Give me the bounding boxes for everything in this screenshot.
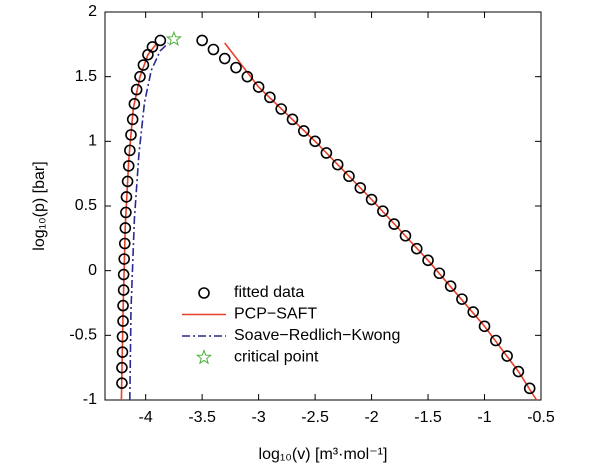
- data-point: [354, 182, 367, 194]
- data-point: [117, 268, 130, 281]
- data-point: [122, 160, 135, 172]
- data-point: [128, 98, 141, 110]
- y-axis-label: log₁₀(p) [bar]: [31, 161, 48, 250]
- data-point: [121, 175, 134, 188]
- y-tick-label: 1.5: [75, 68, 97, 85]
- plot-frame: [104, 11, 542, 401]
- x-tick-label: -3.5: [188, 409, 216, 426]
- legend-marker: [198, 287, 210, 299]
- data-point: [433, 267, 446, 280]
- data-point: [116, 330, 129, 343]
- x-axis-label: log₁₀(v) [m³·mol⁻¹]: [259, 446, 388, 463]
- legend-label: fitted data: [234, 284, 304, 301]
- data-point: [252, 81, 265, 93]
- data-point: [146, 41, 159, 53]
- data-point: [134, 70, 146, 83]
- data-point: [467, 306, 480, 318]
- data-point: [490, 334, 502, 347]
- legend-label: Soave−Redlich−Kwong: [234, 327, 400, 344]
- data-point: [124, 144, 136, 157]
- data-point: [377, 205, 389, 217]
- data-point: [320, 147, 333, 159]
- data-point: [456, 293, 468, 305]
- legend-marker: [195, 349, 213, 365]
- series-line: [129, 42, 169, 401]
- data-point: [116, 377, 128, 389]
- data-point: [196, 34, 208, 47]
- data-point: [523, 382, 536, 395]
- data-point: [230, 61, 242, 74]
- data-point: [125, 129, 137, 141]
- data-point: [117, 299, 129, 312]
- data-point: [399, 229, 412, 242]
- data-point: [410, 242, 423, 255]
- data-point: [116, 361, 128, 374]
- data-point: [137, 59, 150, 71]
- data-point: [365, 193, 378, 206]
- x-tick-label: -0.5: [527, 409, 555, 426]
- data-point: [120, 191, 133, 203]
- data-point: [118, 253, 131, 265]
- y-tick-label: 2: [88, 3, 97, 20]
- y-tick-label: -0.5: [69, 327, 97, 344]
- x-tick-label: -1.5: [414, 409, 442, 426]
- data-point: [388, 218, 400, 230]
- y-tick-label: -1: [83, 391, 97, 408]
- legend-label: PCP−SAFT: [234, 306, 317, 323]
- data-point: [264, 91, 276, 104]
- data-point: [117, 284, 130, 296]
- data-point: [207, 43, 220, 56]
- y-tick-label: 1: [88, 133, 97, 150]
- data-point: [331, 158, 344, 171]
- data-point: [116, 346, 129, 358]
- data-point: [343, 170, 355, 183]
- data-point: [512, 365, 525, 378]
- data-point: [218, 52, 231, 65]
- data-point: [241, 70, 254, 83]
- data-point: [422, 254, 434, 267]
- data-point: [120, 206, 132, 219]
- data-point: [117, 315, 129, 327]
- data-point: [478, 320, 491, 333]
- data-point: [286, 113, 299, 126]
- data-point: [275, 103, 288, 115]
- x-tick-label: -2: [364, 409, 378, 426]
- legend-label: critical point: [234, 349, 319, 366]
- data-point: [118, 237, 131, 250]
- x-tick-label: -1: [477, 409, 491, 426]
- data-point: [501, 350, 513, 362]
- data-point: [119, 222, 132, 234]
- data-point: [130, 83, 143, 96]
- x-tick-label: -4: [139, 409, 153, 426]
- data-point: [126, 113, 139, 126]
- critical-point: [165, 30, 182, 46]
- data-point: [444, 280, 457, 292]
- y-tick-label: 0: [88, 262, 97, 279]
- x-tick-label: -3: [251, 409, 265, 426]
- y-tick-label: 0.5: [75, 197, 97, 214]
- data-point: [309, 135, 321, 148]
- data-point: [297, 125, 310, 137]
- x-tick-label: -2.5: [301, 409, 329, 426]
- data-point: [154, 34, 167, 47]
